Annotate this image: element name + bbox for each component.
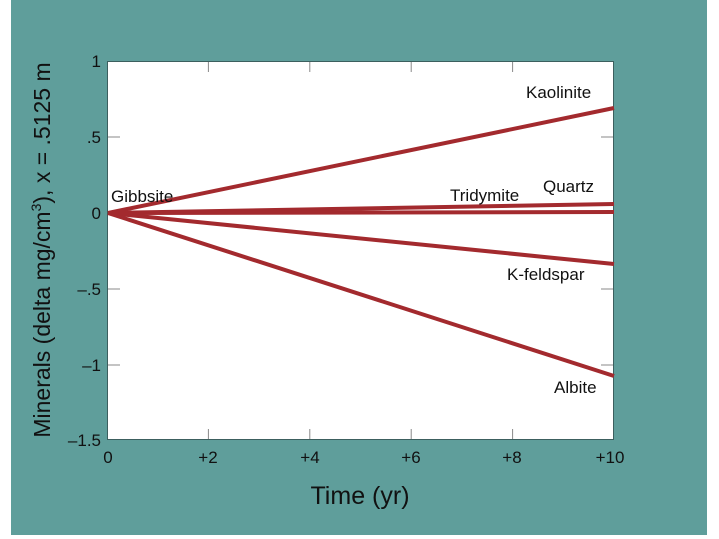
- x-tick-10: +10: [595, 448, 625, 467]
- label-k-feldspar: K-feldspar: [507, 265, 585, 284]
- x-tick-0: 0: [103, 448, 113, 467]
- y-tick-0.5: .5: [86, 128, 101, 147]
- label-kaolinite: Kaolinite: [526, 83, 592, 102]
- line-albite: [107, 211, 615, 378]
- line-kaolinite: [107, 106, 615, 215]
- y-tick-neg-1: –1: [82, 356, 101, 375]
- x-tick-2: +2: [198, 448, 218, 467]
- y-tick-neg-1.5: –1.5: [67, 431, 101, 450]
- label-tridymite: Tridymite: [450, 186, 520, 205]
- line-k-feldspar: [107, 211, 615, 266]
- y-tick-neg-0.5: –.5: [77, 280, 101, 299]
- y-tick-0: 0: [91, 204, 101, 223]
- label-gibbsite: Gibbsite: [111, 187, 174, 206]
- x-tick-6: +6: [401, 448, 421, 467]
- line-tridymite: [107, 210, 615, 215]
- y-tick-1: 1: [91, 52, 101, 71]
- y-axis-label: Minerals (delta mg/cm3), x = .5125 m: [28, 62, 55, 438]
- x-axis-label: Time (yr): [310, 482, 410, 510]
- x-tick-4: +4: [300, 448, 320, 467]
- label-quartz: Quartz: [543, 177, 595, 196]
- x-tick-8: +8: [502, 448, 522, 467]
- label-albite: Albite: [554, 378, 597, 397]
